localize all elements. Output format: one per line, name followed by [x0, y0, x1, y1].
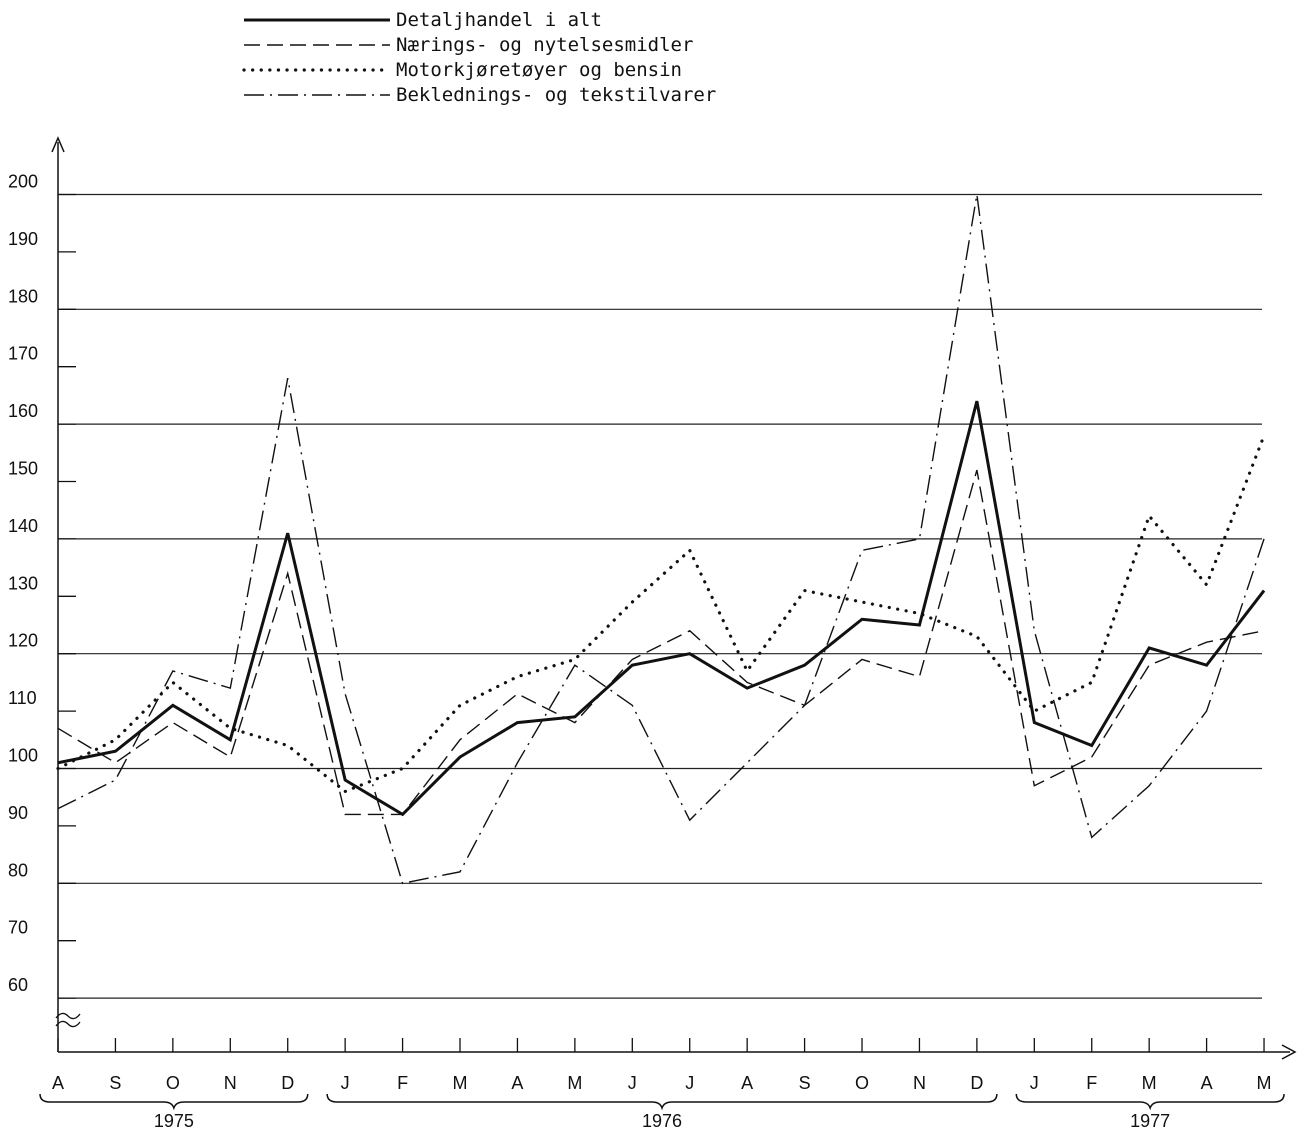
year-brace	[39, 1093, 309, 1111]
series-line-dotted	[56, 433, 1266, 794]
x-tick-label: O	[166, 1073, 180, 1093]
y-tick-label: 170	[8, 344, 38, 364]
x-tick-label: S	[109, 1073, 121, 1093]
y-tick-label: 200	[8, 172, 38, 192]
x-axis-arrow	[1281, 1044, 1297, 1060]
y-tick-label: 120	[8, 631, 38, 651]
y-ticks: 60 70 80 90 100 110 120 130 140 150 160 170 180 190 20…	[8, 172, 76, 999]
series-line-dashed	[57, 469, 1265, 816]
x-tick-label: M	[1142, 1073, 1157, 1093]
series-line-solid	[57, 400, 1266, 817]
x-tick-label: F	[397, 1073, 408, 1093]
x-tick-label: N	[913, 1073, 926, 1093]
legend-label: Motorkjøretøyer og bensin	[396, 59, 682, 81]
axes	[51, 136, 1297, 1060]
legend-label: Beklednings- og tekstilvarer	[396, 84, 716, 106]
y-tick-label: 180	[8, 286, 38, 306]
legend: Detaljhandel i alt Nærings- og nytelsesmi…	[242, 9, 716, 106]
year-label: 1976	[642, 1111, 682, 1131]
x-tick-label: F	[1086, 1073, 1097, 1093]
y-tick-label: 80	[8, 860, 28, 880]
y-tick-label: 100	[8, 746, 38, 766]
y-tick-label: 140	[8, 516, 38, 536]
x-tick-label: A	[511, 1073, 523, 1093]
x-tick-label: D	[970, 1073, 983, 1093]
y-tick-label: 70	[8, 918, 28, 938]
x-tick-label: J	[628, 1073, 637, 1093]
year-label: 1977	[1130, 1111, 1170, 1131]
y-tick-label: 90	[8, 803, 28, 823]
y-tick-label: 130	[8, 573, 38, 593]
x-tick-label: J	[341, 1073, 350, 1093]
y-tick-label: 150	[8, 459, 38, 479]
x-tick-label: J	[685, 1073, 694, 1093]
legend-label: Detaljhandel i alt	[396, 9, 602, 31]
series-lines	[56, 194, 1266, 885]
y-tick-label: 60	[8, 975, 28, 995]
year-brace	[326, 1093, 998, 1111]
year-label: 1975	[154, 1111, 194, 1131]
x-tick-label: A	[52, 1073, 64, 1093]
y-tick-label: 160	[8, 401, 38, 421]
gridlines	[58, 193, 1262, 999]
y-tick-label: 110	[8, 688, 37, 708]
y-tick-label: 190	[8, 229, 38, 249]
x-tick-label: A	[741, 1073, 753, 1093]
x-tick-label: A	[1201, 1073, 1213, 1093]
series-line-dashdot	[57, 194, 1265, 885]
x-tick-label: O	[855, 1073, 869, 1093]
x-tick-label: M	[453, 1073, 468, 1093]
y-axis-arrow	[51, 136, 65, 153]
x-tick-label: D	[281, 1073, 294, 1093]
legend-label: Nærings- og nytelsesmidler	[396, 34, 693, 56]
x-tick-label: J	[1030, 1073, 1039, 1093]
x-tick-label: S	[799, 1073, 811, 1093]
y-axis-break-mark	[55, 1012, 81, 1028]
year-brace	[1015, 1093, 1285, 1111]
x-tick-label: M	[1257, 1073, 1272, 1093]
x-tick-label: M	[567, 1073, 582, 1093]
year-groups: 1975 1976 1977	[39, 1093, 1285, 1131]
x-tick-label: N	[224, 1073, 237, 1093]
